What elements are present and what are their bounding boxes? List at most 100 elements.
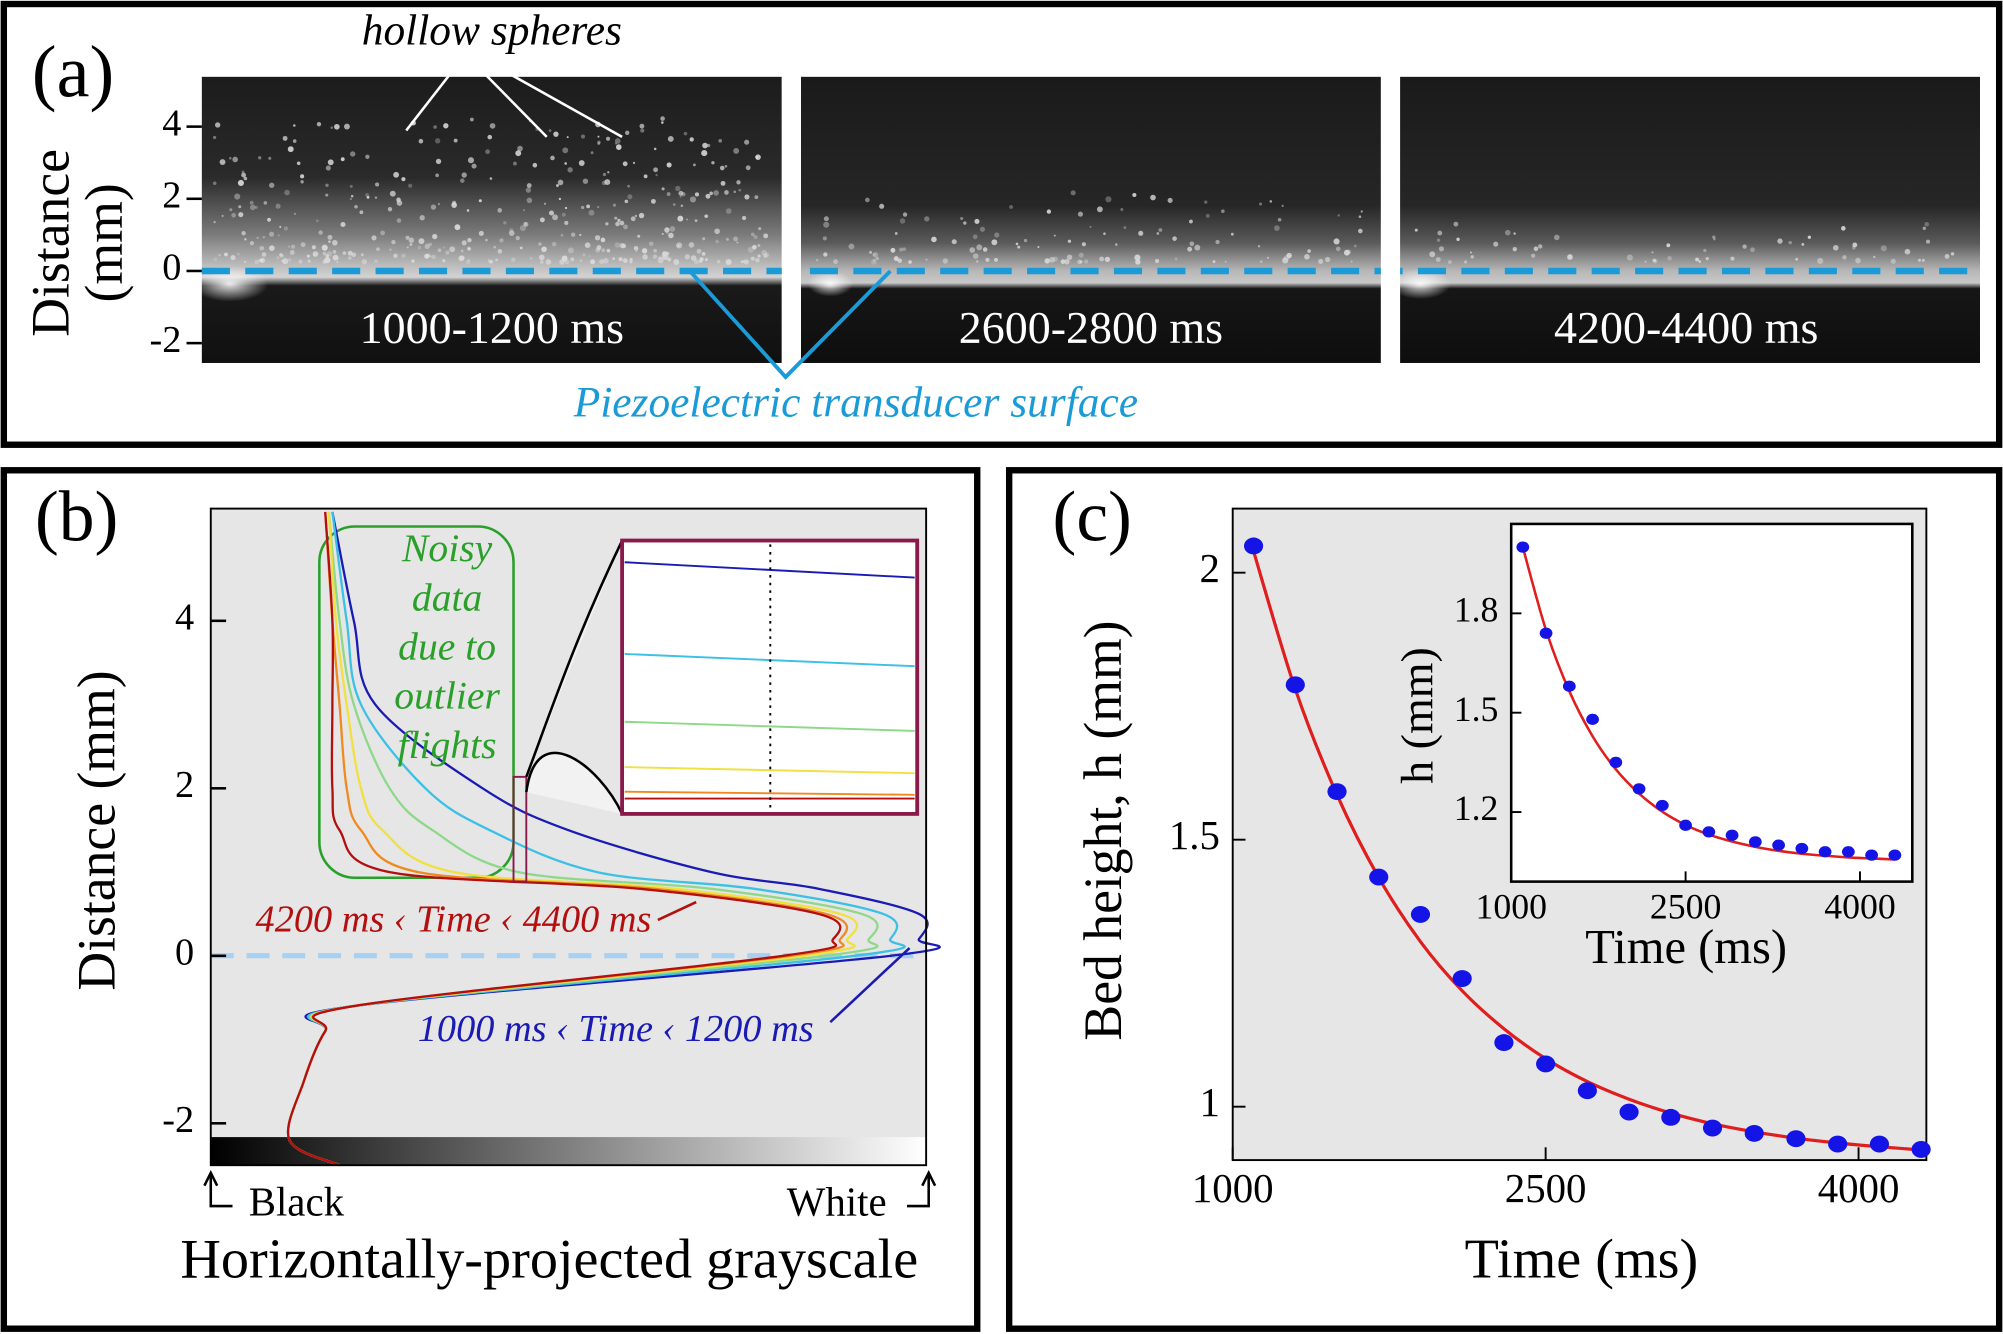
particle [750, 232, 755, 237]
particle [1918, 258, 1921, 262]
particle [680, 204, 684, 207]
particle [328, 240, 331, 243]
particle [325, 193, 329, 197]
particle [702, 142, 708, 149]
particle [418, 238, 425, 245]
particle [497, 208, 503, 213]
particle [466, 246, 471, 251]
particle [360, 253, 364, 257]
particle [666, 162, 672, 168]
particle [351, 252, 357, 258]
particle [526, 183, 532, 188]
particle [590, 259, 596, 265]
particle [553, 131, 559, 137]
particle [1150, 194, 1156, 201]
particle [1807, 235, 1812, 239]
particle [893, 256, 899, 262]
y-tick-label: -2 [149, 319, 181, 361]
snapshot-label: 4200-4400 ms [1554, 302, 1818, 353]
y-tick-label: 0 [162, 247, 181, 289]
particle [350, 151, 356, 157]
particle [244, 238, 247, 241]
particle [1135, 259, 1141, 265]
annotation: hollow spheres [362, 7, 622, 55]
particle [1666, 243, 1671, 248]
x-tick-label: 4000 [1818, 1166, 1900, 1211]
particle [972, 253, 979, 259]
particle [661, 187, 665, 191]
particle [588, 255, 591, 258]
particle [538, 242, 542, 246]
particle [709, 191, 713, 196]
particle [1205, 213, 1210, 218]
particle [627, 184, 631, 188]
particle [489, 123, 496, 129]
particle [625, 130, 630, 135]
data-point [1562, 680, 1576, 692]
particle [704, 214, 708, 218]
data-point [1795, 842, 1809, 855]
particle [648, 241, 654, 247]
particle [259, 258, 264, 263]
particle [380, 230, 386, 236]
particle [931, 236, 937, 243]
particle [601, 248, 606, 253]
particle [1358, 228, 1363, 234]
particle [411, 259, 415, 263]
particle [875, 256, 879, 261]
particle [1324, 256, 1331, 263]
particle [229, 208, 233, 212]
series-label: 4200 ms ‹ Time ‹ 4400 ms [256, 898, 652, 940]
particle [275, 203, 281, 209]
particle [677, 215, 684, 222]
particle [467, 157, 475, 164]
particle [442, 246, 445, 249]
particle [1358, 215, 1362, 218]
particle [643, 174, 648, 179]
particle [614, 242, 621, 248]
particle [495, 258, 499, 262]
data-point [1772, 839, 1785, 851]
particle [409, 243, 413, 246]
particle [467, 238, 472, 243]
particle [561, 212, 566, 217]
particle [894, 232, 898, 235]
particle [460, 249, 464, 253]
particle [972, 234, 978, 240]
particle [641, 248, 648, 254]
particle [282, 258, 289, 265]
particle [1842, 255, 1847, 260]
particle [580, 134, 586, 139]
particle [515, 150, 522, 157]
pointer [657, 900, 697, 922]
particle [745, 165, 751, 171]
particle [541, 246, 547, 253]
data-point [1865, 849, 1878, 861]
particle [359, 210, 364, 215]
particle [300, 180, 304, 184]
particle [890, 247, 896, 253]
particle [652, 254, 658, 259]
particle [503, 221, 507, 225]
particle [1084, 259, 1089, 264]
particle [276, 256, 280, 260]
particle [548, 129, 552, 133]
glare [191, 265, 269, 302]
particle [312, 251, 319, 257]
particle [1053, 234, 1056, 237]
particle [558, 197, 562, 201]
particle [277, 234, 280, 237]
particle [376, 247, 380, 251]
particle [1873, 255, 1876, 259]
particle [548, 210, 555, 216]
data-point [1494, 1034, 1514, 1052]
particle [741, 215, 747, 221]
particle [354, 204, 358, 209]
particle [461, 240, 467, 246]
particle [334, 123, 340, 130]
particle [1046, 209, 1052, 214]
particle [322, 251, 327, 256]
particle [1318, 258, 1324, 264]
particle [249, 204, 256, 211]
particle [683, 131, 688, 136]
